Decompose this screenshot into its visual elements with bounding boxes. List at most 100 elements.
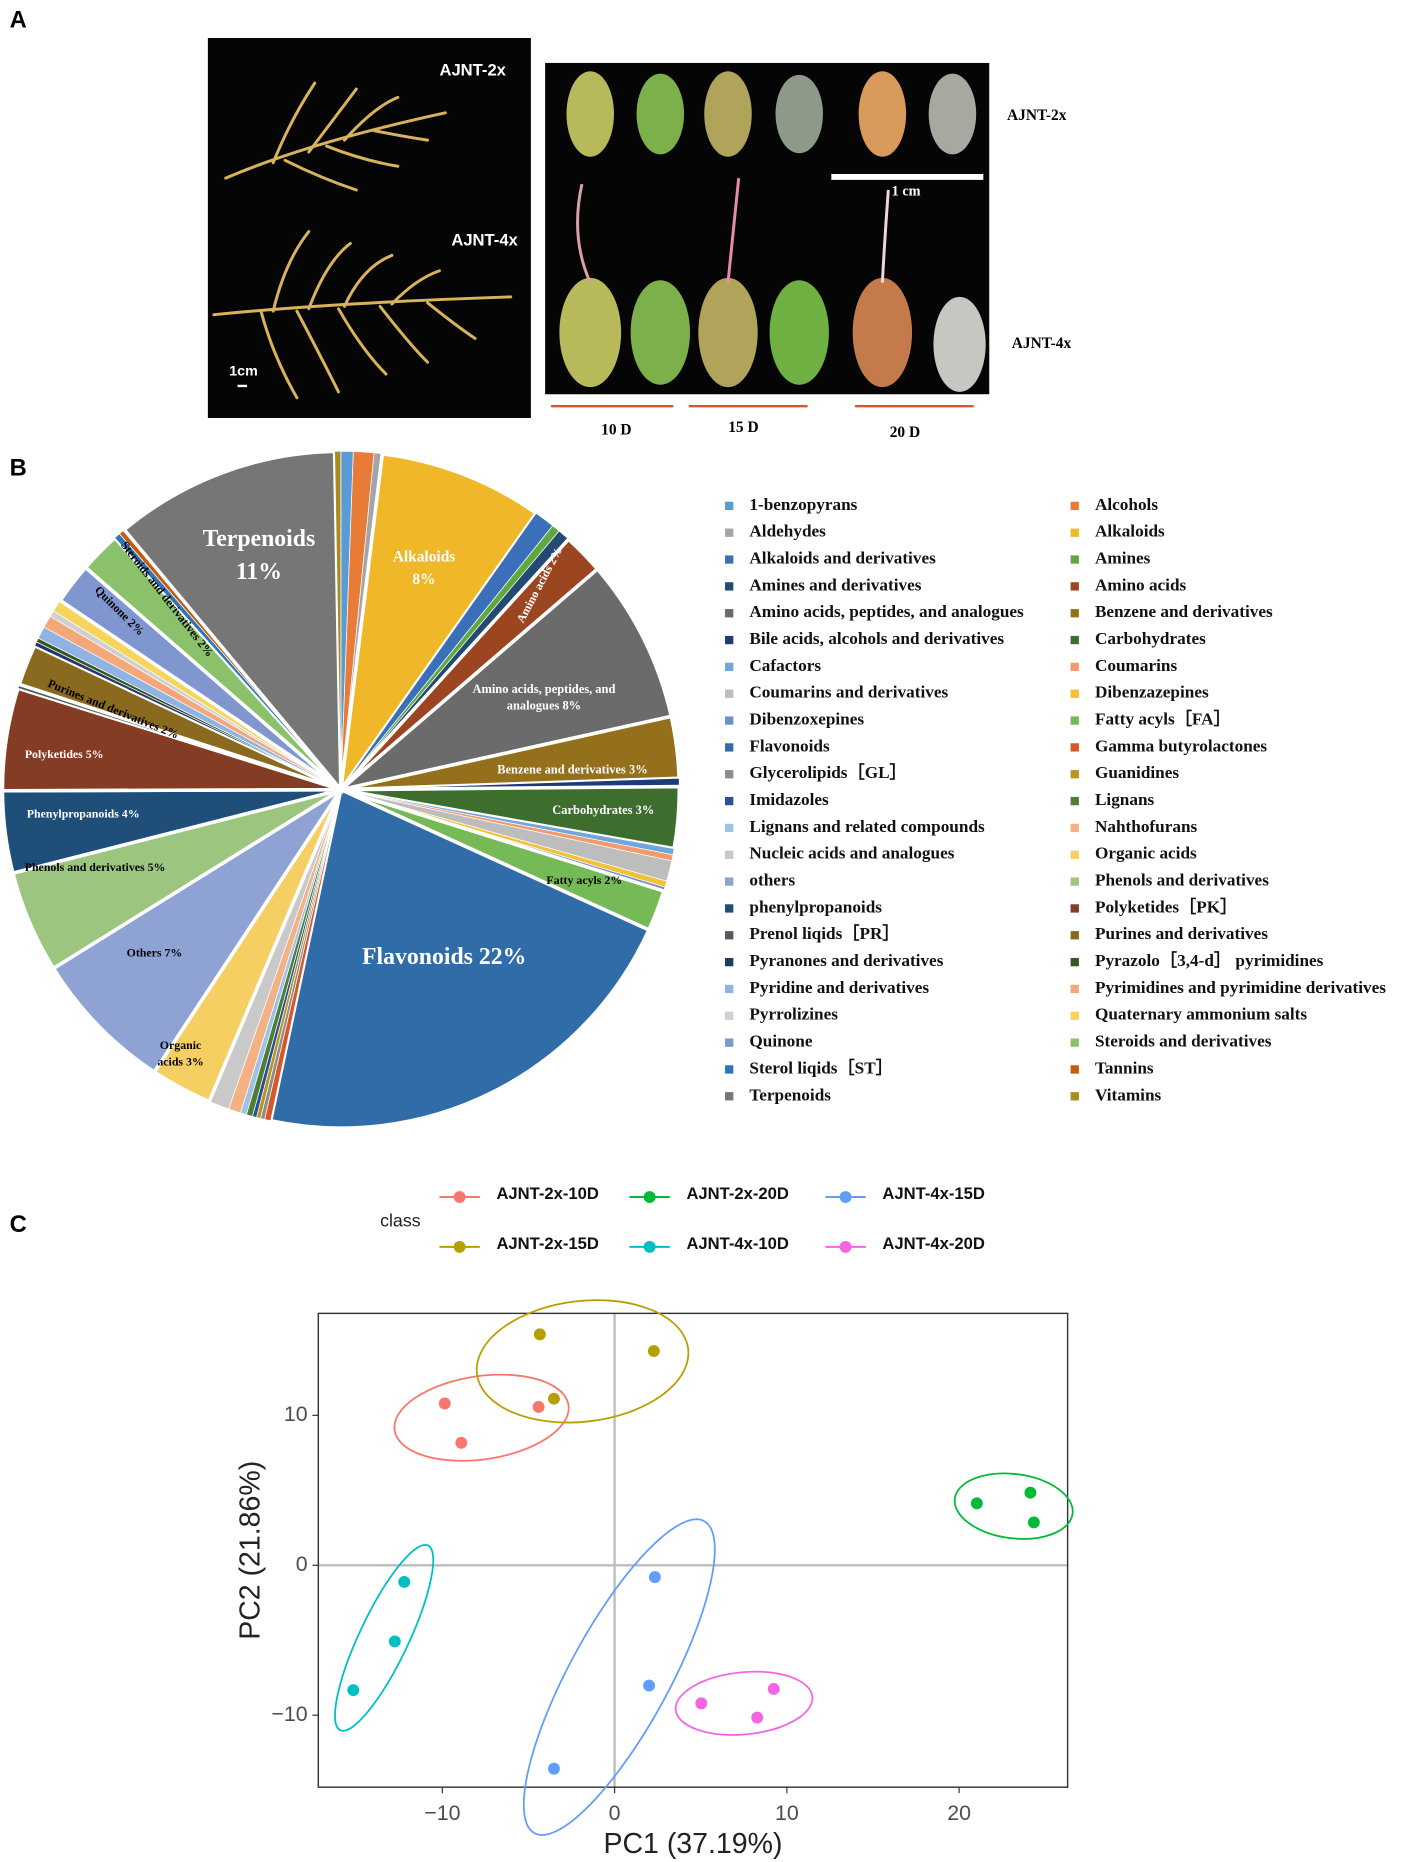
legend-swatch	[1070, 1092, 1079, 1101]
legend-label: Guanidines	[1095, 763, 1179, 782]
legend-swatch	[725, 850, 734, 859]
legend-label: others	[749, 871, 795, 890]
legend-label: Alkaloids and derivatives	[749, 549, 936, 568]
slice-label: Carbohydrates 3%	[552, 803, 654, 817]
slice-label: acids 3%	[157, 1055, 203, 1069]
pie-slice	[51, 788, 343, 1075]
legend-swatch	[1070, 609, 1079, 618]
legend-swatch	[725, 1038, 734, 1047]
legend-label: Coumarins	[1095, 656, 1178, 675]
slice-label: 11%	[236, 559, 282, 585]
legend-label: Steroids and derivatives	[1095, 1032, 1272, 1051]
legend-label: Pyridine and derivatives	[749, 978, 929, 997]
legend-label: Gamma butyrolactones	[1095, 736, 1267, 755]
legend-swatch	[725, 662, 734, 672]
legend-label: Nahthofurans	[1095, 817, 1198, 836]
legend-swatch	[725, 1065, 734, 1074]
point	[1027, 1516, 1040, 1529]
legend-swatch	[1070, 1065, 1079, 1074]
legend-label: Quaternary ammonium salts	[1095, 1005, 1307, 1024]
legend-swatch	[725, 555, 734, 564]
x-tick-label: −10	[424, 1801, 460, 1825]
legend-swatch	[1070, 796, 1079, 806]
point	[533, 1328, 546, 1341]
panicle-photo	[207, 38, 531, 418]
legend-label: Amines and derivatives	[749, 575, 921, 594]
legend-label: Lignans and related compounds	[749, 817, 985, 836]
slice-label: 8%	[412, 571, 435, 588]
x-tick-label: 20	[947, 1801, 971, 1825]
legend-swatch	[725, 635, 734, 645]
x-tick-label: 10	[775, 1801, 799, 1825]
slice-label: Amino acids, peptides, and	[472, 682, 615, 696]
slice-label: Others 7%	[127, 945, 183, 959]
legend-swatch	[725, 716, 734, 725]
slice-label: Fatty acyls 2%	[546, 873, 622, 887]
slice-label: Phenylpropanoids 4%	[27, 806, 140, 820]
legend-swatch	[725, 823, 734, 833]
legend-label: Polyketides［PK］	[1095, 896, 1237, 916]
legend-label: Bile acids, alcohols and derivatives	[749, 629, 1004, 648]
seed-photo	[545, 62, 990, 408]
pie-slice	[268, 787, 652, 1130]
legend-swatch	[725, 501, 734, 511]
scale-label: 1cm	[229, 363, 258, 379]
legend-swatch	[1070, 850, 1079, 859]
legend-swatch	[1070, 582, 1079, 591]
legend-label: Amino acids	[1095, 575, 1187, 594]
pie-slice	[121, 449, 343, 795]
legend-label: Sterol liqids［ST］	[749, 1057, 893, 1077]
legend-swatch	[1070, 528, 1079, 537]
legend-swatch	[725, 770, 734, 779]
legend-label: Phenols and derivatives	[1095, 871, 1269, 890]
legend-key	[839, 1191, 852, 1203]
y-axis-title: PC2 (21.86%)	[234, 1461, 266, 1640]
legend-label: Pyrimidines and pyrimidine derivatives	[1095, 978, 1386, 997]
legend-label: Pyrrolizines	[749, 1005, 838, 1024]
legend-swatch	[725, 931, 734, 940]
legend-swatch	[1070, 501, 1079, 511]
point	[388, 1635, 401, 1648]
scale-label: 1 cm	[892, 184, 921, 200]
legend-swatch	[1070, 635, 1079, 645]
legend-label: Alkaloids	[1095, 522, 1165, 541]
legend-label: Dibenzazepines	[1095, 683, 1209, 702]
legend-swatch	[1070, 716, 1079, 725]
y-tick-label: −10	[271, 1702, 307, 1726]
slice-label: Terpenoids	[203, 526, 316, 552]
legend-title: class	[380, 1211, 421, 1231]
y-tick-label: 0	[296, 1552, 308, 1576]
legend-swatch	[1070, 689, 1079, 698]
legend-swatch	[1070, 555, 1079, 564]
panel-label: B	[10, 454, 27, 481]
legend-swatch	[725, 904, 734, 913]
legend-label: Organic acids	[1095, 844, 1197, 863]
legend-label: Quinone	[749, 1032, 812, 1051]
pie-slice	[334, 450, 342, 790]
legend-label: 1-benzopyrans	[749, 495, 857, 514]
legend-swatch	[725, 609, 734, 618]
legend-label: AJNT-2x-15D	[496, 1234, 598, 1253]
legend-label: Purines and derivatives	[1095, 924, 1268, 943]
confidence-ellipse	[522, 1518, 716, 1836]
legend-label: AJNT-2x-20D	[686, 1184, 788, 1203]
legend-label: AJNT-4x-15D	[882, 1184, 984, 1203]
photo-label: AJNT-2x	[439, 61, 506, 80]
slice-label: Organic	[160, 1038, 202, 1052]
pie	[0, 449, 682, 1130]
stage-label: 10 D	[601, 422, 631, 439]
legend-swatch	[1070, 877, 1079, 886]
row-label: AJNT-4x	[1012, 335, 1072, 352]
x-axis-title: PC1 (37.19%)	[603, 1828, 782, 1860]
legend-label: AJNT-4x-10D	[686, 1234, 788, 1253]
legend-label: Cafactors	[749, 656, 821, 675]
point	[643, 1679, 655, 1692]
legend-label: Lignans	[1095, 790, 1155, 809]
point	[1024, 1486, 1037, 1499]
legend-swatch	[1070, 1011, 1079, 1020]
point	[751, 1711, 764, 1724]
legend-label: Amines	[1095, 549, 1151, 568]
confidence-ellipse	[475, 1299, 690, 1424]
legend-swatch	[1070, 770, 1079, 779]
